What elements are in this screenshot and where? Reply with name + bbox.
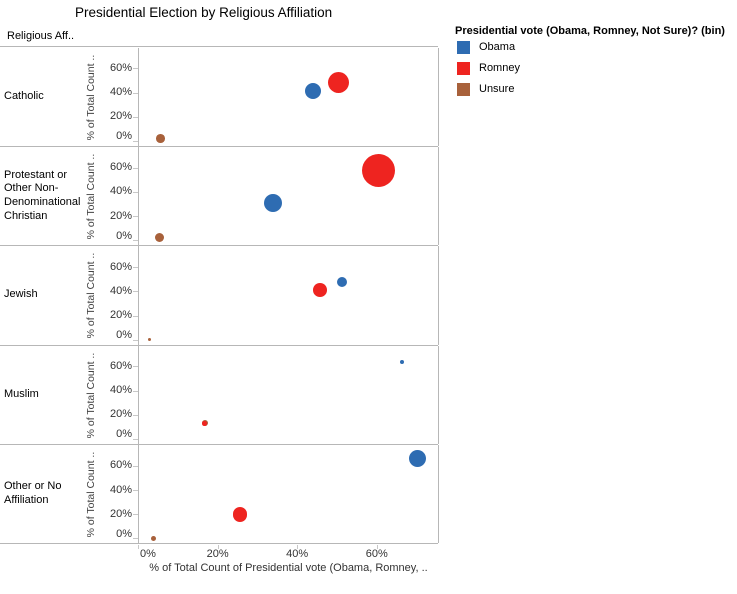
- y-tick-label: 40%: [109, 384, 132, 397]
- y-tick-mark: [133, 216, 138, 218]
- data-bubble-unsure[interactable]: [156, 134, 165, 143]
- y-tick-label: 60%: [109, 459, 132, 472]
- y-tick-label: 40%: [109, 483, 132, 496]
- y-tick-mark: [133, 291, 138, 293]
- y-tick-label: 40%: [109, 284, 132, 297]
- y-tick-label: 0%: [116, 329, 132, 342]
- row-dimension-header[interactable]: Religious Aff..: [7, 30, 75, 42]
- y-tick-mark: [133, 538, 138, 540]
- x-tick-mark: [217, 545, 219, 549]
- y-tick-mark: [133, 315, 138, 317]
- x-tick-label: 40%: [286, 548, 309, 560]
- x-tick-mark: [297, 545, 299, 549]
- category-row: Other or No Affiliation% of Total Count …: [0, 444, 439, 545]
- x-tick-mark: [138, 545, 139, 549]
- data-bubble-romney[interactable]: [327, 72, 349, 94]
- y-tick-label: 40%: [109, 86, 132, 99]
- x-tick-mark: [376, 545, 378, 549]
- data-bubble-unsure[interactable]: [148, 338, 152, 342]
- legend-item-unsure[interactable]: Unsure: [455, 79, 737, 100]
- plot-area[interactable]: [138, 146, 439, 246]
- data-bubble-romney[interactable]: [232, 506, 248, 522]
- y-tick-mark: [133, 366, 138, 368]
- legend-item-obama[interactable]: Obama: [455, 37, 737, 58]
- y-tick-mark: [133, 514, 138, 516]
- data-bubble-romney[interactable]: [202, 421, 207, 426]
- category-row: Catholic% of Total Count .. 0% 20% 40% 60%: [0, 47, 439, 147]
- unsure-color-swatch[interactable]: [457, 83, 470, 96]
- legend-title: Presidential vote (Obama, Romney, Not Su…: [455, 25, 725, 37]
- y-tick-label: 60%: [109, 359, 132, 372]
- legend-item-label: Unsure: [479, 83, 515, 95]
- header-divider: [0, 46, 438, 47]
- y-tick-mark: [133, 267, 138, 269]
- y-tick-label: 20%: [109, 309, 132, 322]
- data-bubble-romney[interactable]: [313, 283, 327, 298]
- legend-item-label: Romney: [479, 62, 520, 74]
- data-bubble-romney[interactable]: [362, 153, 396, 187]
- y-tick-mark: [133, 490, 138, 492]
- x-tick-label: 60%: [365, 548, 388, 560]
- row-category-label[interactable]: Catholic: [4, 89, 44, 102]
- y-tick-label: 20%: [109, 110, 132, 123]
- romney-color-swatch[interactable]: [457, 62, 470, 75]
- y-tick-mark: [133, 92, 138, 94]
- plot-area[interactable]: [138, 444, 439, 544]
- y-tick-mark: [133, 465, 138, 467]
- y-tick-label: 20%: [109, 209, 132, 222]
- data-bubble-obama[interactable]: [263, 193, 282, 212]
- data-bubble-obama[interactable]: [336, 276, 347, 287]
- data-bubble-unsure[interactable]: [155, 233, 165, 243]
- x-tick-label: 0%: [140, 548, 156, 560]
- y-tick-label: 0%: [116, 428, 132, 441]
- legend-item-label: Obama: [479, 41, 516, 53]
- x-tick-label: 20%: [206, 548, 229, 560]
- category-row: Muslim% of Total Count .. 0% 20% 40% 60%: [0, 345, 439, 445]
- y-tick-mark: [133, 116, 138, 118]
- y-tick-label: 0%: [116, 527, 132, 540]
- y-tick-mark: [133, 439, 138, 441]
- y-tick-label: 40%: [109, 185, 132, 198]
- y-tick-label: 20%: [109, 507, 132, 520]
- y-tick-label: 20%: [109, 408, 132, 421]
- category-row: Jewish% of Total Count .. 0% 20% 40% 60%: [0, 246, 439, 346]
- y-tick-mark: [133, 167, 138, 169]
- data-bubble-unsure[interactable]: [151, 535, 157, 542]
- y-tick-mark: [133, 240, 138, 242]
- category-row: Protestant or Other Non-Denominational C…: [0, 146, 439, 247]
- row-category-label[interactable]: Protestant or Other Non-Denominational C…: [4, 168, 81, 222]
- legend: Presidential vote (Obama, Romney, Not Su…: [455, 25, 737, 100]
- y-tick-mark: [133, 414, 138, 416]
- y-tick-label: 60%: [109, 260, 132, 273]
- data-bubble-obama[interactable]: [304, 83, 321, 100]
- plot-area[interactable]: [138, 246, 439, 345]
- y-tick-mark: [133, 141, 138, 143]
- data-bubble-obama[interactable]: [400, 359, 405, 364]
- plot-area[interactable]: [138, 47, 439, 146]
- chart-title: Presidential Election by Religious Affil…: [75, 5, 333, 20]
- y-tick-mark: [133, 390, 138, 392]
- y-tick-label: 0%: [116, 130, 132, 143]
- row-category-label[interactable]: Other or No Affiliation: [4, 480, 62, 507]
- plot-area[interactable]: [138, 345, 439, 444]
- row-category-label[interactable]: Jewish: [4, 288, 38, 301]
- y-tick-label: 0%: [116, 229, 132, 242]
- y-tick-label: 60%: [109, 161, 132, 174]
- y-tick-label: 60%: [109, 61, 132, 74]
- y-tick-mark: [133, 339, 138, 341]
- row-category-label[interactable]: Muslim: [4, 387, 39, 400]
- y-tick-mark: [133, 68, 138, 70]
- x-axis-title: % of Total Count of Presidential vote (O…: [149, 562, 428, 574]
- legend-item-romney[interactable]: Romney: [455, 58, 737, 79]
- y-tick-mark: [133, 191, 138, 193]
- obama-color-swatch[interactable]: [457, 41, 470, 54]
- data-bubble-obama[interactable]: [408, 449, 426, 468]
